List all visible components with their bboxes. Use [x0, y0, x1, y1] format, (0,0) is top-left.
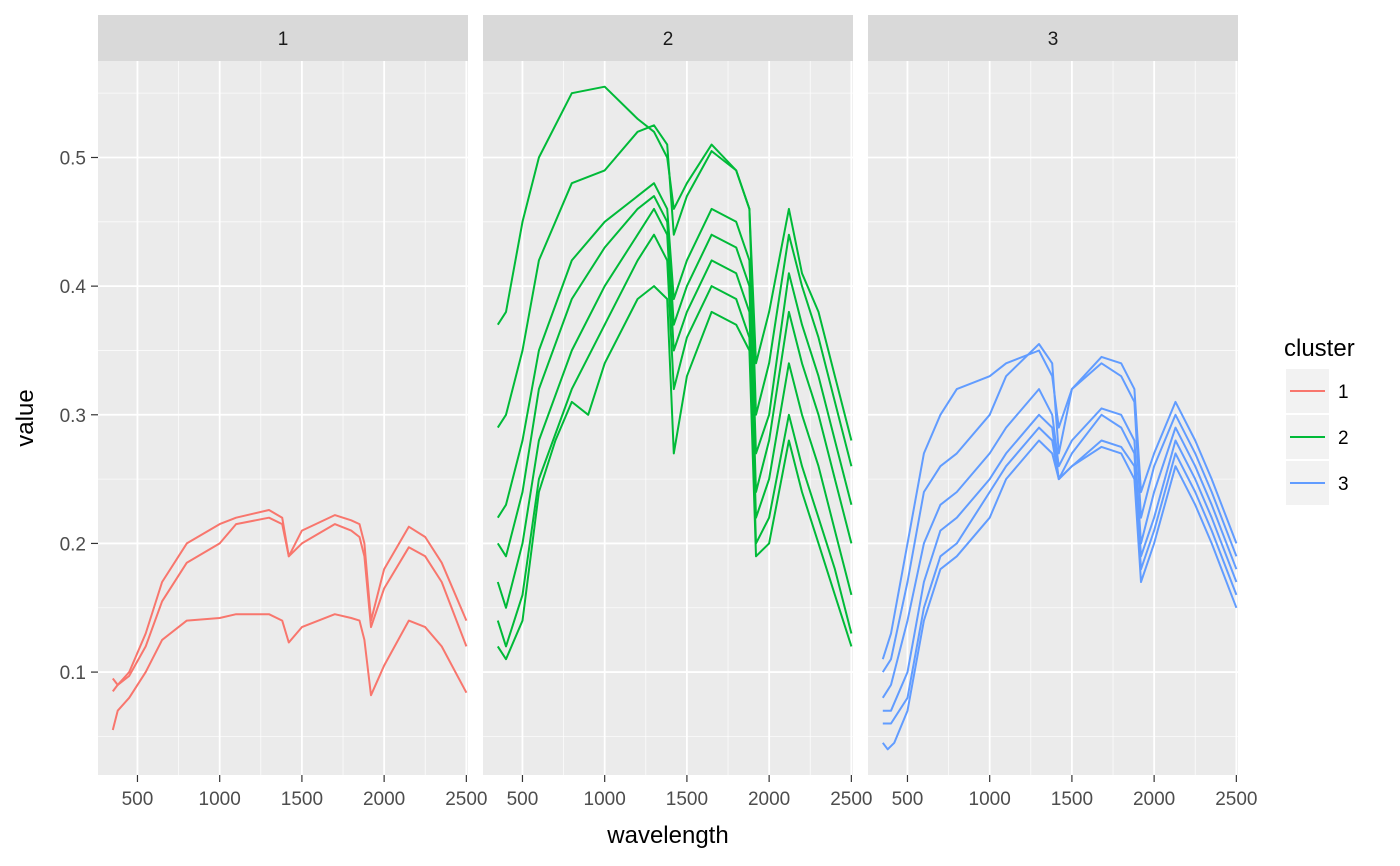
series-line [496, 182, 853, 519]
series-line [496, 233, 853, 648]
y-tick-label: 0.4 [60, 277, 87, 298]
x-tick-label: 1500 [281, 789, 323, 810]
facet-strip-label: 3 [1048, 29, 1059, 50]
facet-strip-label: 2 [663, 29, 674, 50]
series-line [881, 343, 1238, 673]
x-tick-label: 2000 [748, 789, 790, 810]
series-line [881, 388, 1238, 699]
series-line [112, 516, 468, 686]
legend-title: cluster [1284, 335, 1355, 362]
series-line [881, 349, 1238, 660]
x-tick-label: 1500 [1051, 789, 1093, 810]
x-tick-label: 2000 [1133, 789, 1175, 810]
y-axis-title: value [12, 389, 39, 446]
x-tick-label: 2000 [363, 789, 405, 810]
facet-strip [98, 15, 468, 61]
plot-panel [98, 61, 468, 775]
x-tick-label: 1000 [969, 789, 1011, 810]
series-line [496, 207, 853, 609]
legend-label: 3 [1338, 474, 1349, 495]
y-tick-label: 0.1 [60, 663, 86, 684]
series-line [496, 195, 853, 558]
series-line [496, 124, 853, 467]
plot-panel [483, 61, 853, 775]
x-tick-label: 500 [507, 789, 539, 810]
x-tick-label: 2500 [1215, 789, 1257, 810]
legend-label: 2 [1338, 428, 1349, 449]
series-line [112, 509, 468, 693]
series-line [496, 285, 853, 661]
y-tick-label: 0.3 [60, 406, 86, 427]
series-line [882, 439, 1238, 751]
x-tick-label: 500 [892, 789, 924, 810]
facet-strip-label: 1 [278, 29, 289, 50]
facet-strip [483, 15, 853, 61]
y-tick-label: 0.2 [60, 534, 86, 555]
x-tick-label: 1500 [666, 789, 708, 810]
x-axis-title: wavelength [606, 822, 728, 849]
y-tick-label: 0.5 [60, 148, 86, 169]
x-tick-label: 1000 [199, 789, 241, 810]
legend-label: 1 [1338, 382, 1349, 403]
series-line [496, 85, 853, 441]
series-line [111, 613, 468, 731]
x-tick-label: 2500 [445, 789, 487, 810]
facet-strip [868, 15, 1238, 61]
x-tick-label: 2500 [830, 789, 872, 810]
x-tick-label: 1000 [584, 789, 626, 810]
x-tick-label: 500 [122, 789, 154, 810]
